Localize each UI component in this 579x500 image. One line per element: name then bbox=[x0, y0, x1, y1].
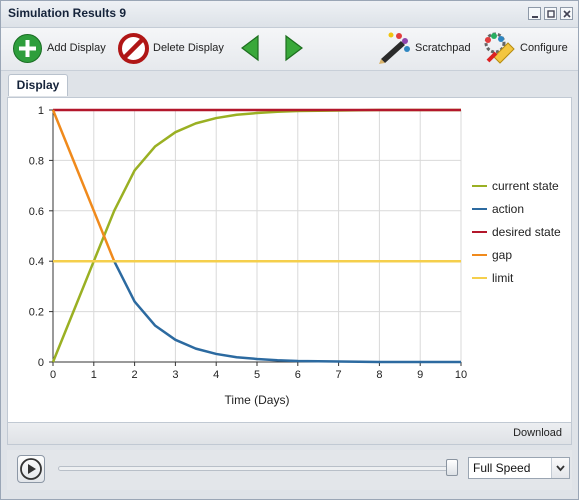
x-tick-label: 4 bbox=[213, 369, 219, 381]
tab-display[interactable]: Display bbox=[8, 74, 68, 96]
download-link[interactable]: Download bbox=[513, 427, 562, 439]
x-axis-title: Time (Days) bbox=[225, 393, 290, 407]
speed-select-value: Full Speed bbox=[473, 461, 531, 475]
download-bar: Download bbox=[7, 422, 572, 445]
arrow-left-icon bbox=[241, 34, 259, 62]
arrow-right-icon bbox=[285, 34, 303, 62]
x-tick-label: 3 bbox=[172, 369, 178, 381]
scratchpad-pen-icon bbox=[379, 32, 410, 64]
y-tick-label: 0.2 bbox=[29, 307, 44, 319]
speed-select[interactable]: Full Speed bbox=[468, 457, 570, 479]
scratchpad-button[interactable]: Scratchpad bbox=[377, 32, 471, 64]
legend-label: desired state bbox=[492, 225, 561, 239]
previous-arrow-button[interactable] bbox=[239, 33, 261, 63]
playback-controls: Full Speed bbox=[7, 450, 572, 490]
speed-slider-thumb[interactable] bbox=[446, 459, 458, 476]
speed-select-toggle[interactable] bbox=[551, 458, 569, 478]
toolbar: Add Display Delete Display bbox=[1, 28, 578, 71]
delete-display-label: Delete Display bbox=[153, 42, 224, 54]
chevron-down-icon bbox=[556, 465, 565, 472]
add-display-label: Add Display bbox=[47, 42, 106, 54]
simulation-line-chart: 0 1 2 3 4 5 6 7 8 9 10 0 0.2 0.4 0.6 0.8 1 Time (Days) cur… bbox=[29, 105, 561, 407]
add-display-button[interactable]: Add Display bbox=[12, 33, 106, 63]
play-icon bbox=[20, 458, 42, 480]
title-bar[interactable]: Simulation Results 9 bbox=[1, 1, 578, 28]
y-tick-label: 0.4 bbox=[29, 256, 44, 268]
y-tick-label: 0.6 bbox=[29, 206, 44, 218]
delete-no-icon bbox=[118, 32, 149, 64]
speed-slider-track[interactable] bbox=[58, 466, 453, 471]
close-icon[interactable] bbox=[560, 7, 573, 20]
configure-label: Configure bbox=[520, 42, 568, 54]
x-tick-label: 1 bbox=[91, 369, 97, 381]
legend-label: gap bbox=[492, 248, 512, 262]
x-tick-label: 8 bbox=[376, 369, 382, 381]
delete-display-button[interactable]: Delete Display bbox=[118, 32, 224, 64]
window-title: Simulation Results 9 bbox=[8, 6, 127, 20]
add-plus-icon bbox=[13, 33, 42, 63]
display-panel: 0 1 2 3 4 5 6 7 8 9 10 0 0.2 0.4 0.6 0.8 1 Time (Days) cur… bbox=[7, 97, 572, 445]
next-arrow-button[interactable] bbox=[283, 33, 305, 63]
tab-strip: Display bbox=[1, 71, 578, 97]
maximize-icon[interactable] bbox=[544, 7, 557, 20]
configure-button[interactable]: Configure bbox=[482, 32, 568, 64]
y-tick-label: 1 bbox=[38, 105, 44, 117]
legend-label: limit bbox=[492, 271, 514, 285]
x-tick-label: 10 bbox=[455, 369, 467, 381]
scratchpad-label: Scratchpad bbox=[415, 42, 471, 54]
legend-label: current state bbox=[492, 179, 559, 193]
y-tick-label: 0 bbox=[38, 357, 44, 369]
series-line-gap bbox=[51, 109, 116, 262]
x-tick-label: 5 bbox=[254, 369, 260, 381]
x-tick-label: 0 bbox=[50, 369, 56, 381]
series-line-action bbox=[53, 259, 461, 364]
x-tick-label: 2 bbox=[132, 369, 138, 381]
legend-label: action bbox=[492, 202, 524, 216]
play-button[interactable] bbox=[17, 455, 45, 483]
minimize-icon[interactable] bbox=[528, 7, 541, 20]
y-tick-label: 0.8 bbox=[29, 155, 44, 167]
x-tick-label: 9 bbox=[417, 369, 423, 381]
configure-palette-icon bbox=[484, 32, 515, 64]
x-tick-label: 7 bbox=[336, 369, 342, 381]
x-tick-label: 6 bbox=[295, 369, 301, 381]
